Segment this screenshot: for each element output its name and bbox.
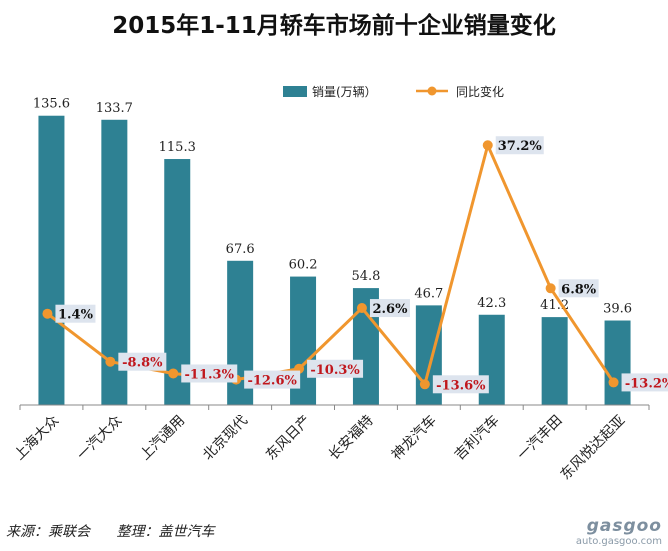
yoy-point [356, 303, 367, 314]
yoy-point [608, 377, 619, 388]
yoy-label-box [307, 359, 364, 378]
bar [164, 159, 191, 405]
line-value-labels: 1.4% -8.8% -11.3% -12.6% -10.3% 2.6% -13.6% 37.… [55, 136, 668, 394]
compiler-note: 整理：盖世汽车 [116, 524, 215, 540]
yoy-point [105, 356, 116, 367]
bar [604, 320, 631, 405]
yoy-value-label: 2.6% [372, 302, 408, 317]
x-tick-label: 东风悦达起亚 [558, 413, 629, 484]
watermark-logo: gasgoo [586, 516, 662, 536]
yoy-value-label: -8.8% [122, 356, 163, 371]
watermark: gasgoo auto.gasgoo.com [576, 516, 662, 547]
x-tick-label: 东风日产 [263, 413, 314, 464]
yoy-label-box [181, 364, 238, 383]
bar-value-label: 54.8 [351, 269, 380, 284]
yoy-label-box [369, 299, 410, 318]
bar-value-label: 42.3 [477, 296, 506, 311]
bar-value-label: 46.7 [414, 286, 443, 301]
legend-bar-swatch [283, 86, 307, 97]
bar-value-label: 115.3 [159, 140, 196, 155]
source-note: 来源：乘联会 [6, 524, 90, 540]
yoy-label-box [621, 373, 668, 392]
yoy-value-label: 1.4% [58, 308, 94, 323]
bar-value-label: 133.7 [96, 101, 133, 116]
watermark-url: auto.gasgoo.com [575, 536, 662, 547]
x-tick-label: 吉利汽车 [451, 412, 503, 464]
yoy-value-label: 37.2% [498, 139, 543, 154]
x-tick-label: 神龙汽车 [388, 412, 440, 464]
yoy-value-label: -13.6% [436, 378, 486, 393]
x-tick-label: 上海大众 [11, 413, 62, 464]
legend-bar-label: 销量(万辆） [312, 85, 377, 99]
yoy-value-label: -11.3% [185, 367, 235, 382]
x-tick-label: 长安福特 [326, 413, 377, 464]
yoy-value-label: -10.3% [310, 363, 360, 378]
yoy-point [419, 379, 430, 390]
yoy-value-label: -12.6% [247, 374, 297, 389]
bar-value-labels: 135.6 133.7 115.3 67.6 60.2 54.8 46.7 42.3 41.2 3… [33, 97, 632, 317]
x-tick-label: 上汽通用 [137, 413, 188, 464]
yoy-point [42, 308, 53, 319]
x-axis-ticks [19, 405, 650, 410]
x-tick-label: 北京现代 [200, 413, 251, 464]
legend: 销量(万辆） 同比变化 [283, 84, 504, 99]
yoy-label-box [244, 370, 301, 389]
x-tick-label: 一汽丰田 [515, 413, 566, 464]
legend-line-marker [427, 86, 437, 96]
yoy-label-box [55, 304, 96, 323]
yoy-label-box [495, 136, 544, 155]
bar-value-label: 41.2 [540, 298, 569, 313]
bar-value-label: 39.6 [603, 302, 632, 317]
yoy-label-box [432, 375, 489, 394]
bar [541, 317, 568, 405]
bar-value-label: 60.2 [289, 258, 318, 273]
x-tick-labels: 上海大众 一汽大众 上汽通用 北京现代 东风日产 长安福特 神龙汽车 吉利汽车 一汽丰田东风悦达… [11, 412, 628, 483]
yoy-point [482, 140, 493, 151]
footer: 来源：乘联会 整理：盖世汽车 [6, 521, 236, 541]
x-tick-label: 一汽大众 [74, 413, 125, 464]
yoy-label-box [558, 279, 599, 298]
yoy-value-label: 6.8% [561, 282, 597, 297]
bar [38, 115, 65, 405]
yoy-value-label: -13.2% [625, 376, 668, 391]
chart-title: 2015年1-11月轿车市场前十企业销量变化 [112, 13, 556, 39]
bar-value-label: 135.6 [33, 97, 70, 112]
legend-line-label: 同比变化 [456, 84, 504, 99]
bar-value-label: 67.6 [226, 242, 255, 257]
yoy-point [168, 368, 179, 379]
yoy-line [46, 143, 615, 386]
yoy-label-box [118, 352, 167, 371]
yoy-point [545, 283, 556, 294]
line-series [42, 140, 619, 390]
